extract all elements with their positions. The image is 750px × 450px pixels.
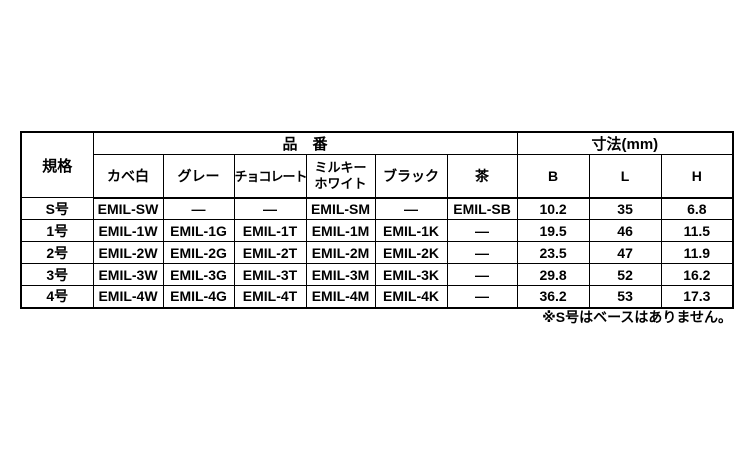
part-number-cell: — <box>446 219 518 242</box>
part-number-cell: EMIL-3G <box>162 263 235 286</box>
part-number-cell: EMIL-4G <box>162 285 235 308</box>
product-spec-table: 規格 品 番 寸法(mm) カベ白 グレー チョコレート ミルキー ホワイト ブ… <box>20 131 735 309</box>
part-number-cell: — <box>162 197 235 220</box>
part-number-cell: EMIL-SW <box>92 197 164 220</box>
dimension-cell: 10.2 <box>516 197 590 220</box>
row-spec-label: 3号 <box>20 263 94 286</box>
dimension-cell: 6.8 <box>660 197 734 220</box>
part-number-cell: EMIL-2W <box>92 241 164 264</box>
part-number-cell: EMIL-1G <box>162 219 235 242</box>
row-spec-label: S号 <box>20 197 94 220</box>
part-number-cell: EMIL-3K <box>374 263 448 286</box>
dimension-cell: 19.5 <box>516 219 590 242</box>
header-group-row: 規格 品 番 寸法(mm) <box>20 131 734 198</box>
part-number-cell: EMIL-SB <box>446 197 518 220</box>
part-number-cell: EMIL-4T <box>233 285 307 308</box>
header-sub-row: カベ白 グレー チョコレート ミルキー ホワイト ブラック 茶 B L H <box>21 154 734 199</box>
part-number-cell: EMIL-1W <box>92 219 164 242</box>
col-header-spec: 規格 <box>20 131 94 198</box>
col-header-milky-white: ミルキー ホワイト <box>305 154 376 199</box>
row-spec-label: 2号 <box>20 241 94 264</box>
dimension-cell: 11.5 <box>660 219 734 242</box>
part-number-cell: — <box>446 241 518 264</box>
col-header-wall-white: カベ白 <box>92 154 164 199</box>
part-number-cell: — <box>446 263 518 286</box>
part-number-cell: EMIL-2T <box>233 241 307 264</box>
dimension-cell: 52 <box>588 263 662 286</box>
part-number-cell: EMIL-3W <box>92 263 164 286</box>
col-header-b: B <box>516 154 590 199</box>
row-spec-label: 4号 <box>20 285 94 308</box>
col-header-h: H <box>660 154 734 199</box>
part-number-cell: EMIL-4W <box>92 285 164 308</box>
part-number-cell: — <box>233 197 307 220</box>
part-number-cell: EMIL-3T <box>233 263 307 286</box>
table-row-1: 1号 EMIL-1W EMIL-1G EMIL-1T EMIL-1M EMIL-… <box>20 219 734 242</box>
dimension-cell: 53 <box>588 285 662 308</box>
col-group-part-number: 品 番 <box>92 131 518 155</box>
footnote: ※S号はベースはありません。 <box>542 309 732 325</box>
part-number-cell: EMIL-1K <box>374 219 448 242</box>
col-header-brown: 茶 <box>446 154 518 199</box>
part-number-cell: EMIL-SM <box>305 197 376 220</box>
dimension-cell: 23.5 <box>516 241 590 264</box>
col-header-gray: グレー <box>162 154 235 199</box>
dimension-cell: 47 <box>588 241 662 264</box>
part-number-cell: EMIL-1T <box>233 219 307 242</box>
dimension-cell: 11.9 <box>660 241 734 264</box>
part-number-cell: — <box>446 285 518 308</box>
part-number-cell: — <box>374 197 448 220</box>
dimension-cell: 46 <box>588 219 662 242</box>
part-number-cell: EMIL-1M <box>305 219 376 242</box>
dimension-cell: 36.2 <box>516 285 590 308</box>
part-number-cell: EMIL-3M <box>305 263 376 286</box>
part-number-cell: EMIL-4K <box>374 285 448 308</box>
part-number-cell: EMIL-2K <box>374 241 448 264</box>
dimension-cell: 35 <box>588 197 662 220</box>
row-spec-label: 1号 <box>20 219 94 242</box>
part-number-cell: EMIL-2G <box>162 241 235 264</box>
dimension-cell: 29.8 <box>516 263 590 286</box>
table-row-3: 3号 EMIL-3W EMIL-3G EMIL-3T EMIL-3M EMIL-… <box>20 263 734 286</box>
table-row-s: S号 EMIL-SW — — EMIL-SM — EMIL-SB 10.2 35… <box>20 197 734 220</box>
col-header-chocolate: チョコレート <box>233 154 307 199</box>
part-number-cell: EMIL-2M <box>305 241 376 264</box>
col-header-l: L <box>588 154 662 199</box>
dimension-cell: 16.2 <box>660 263 734 286</box>
table-row-2: 2号 EMIL-2W EMIL-2G EMIL-2T EMIL-2M EMIL-… <box>20 241 734 264</box>
col-group-dimensions: 寸法(mm) <box>516 131 734 155</box>
dimension-cell: 17.3 <box>660 285 734 308</box>
col-header-black: ブラック <box>374 154 448 199</box>
table-row-4: 4号 EMIL-4W EMIL-4G EMIL-4T EMIL-4M EMIL-… <box>20 285 734 308</box>
part-number-cell: EMIL-4M <box>305 285 376 308</box>
